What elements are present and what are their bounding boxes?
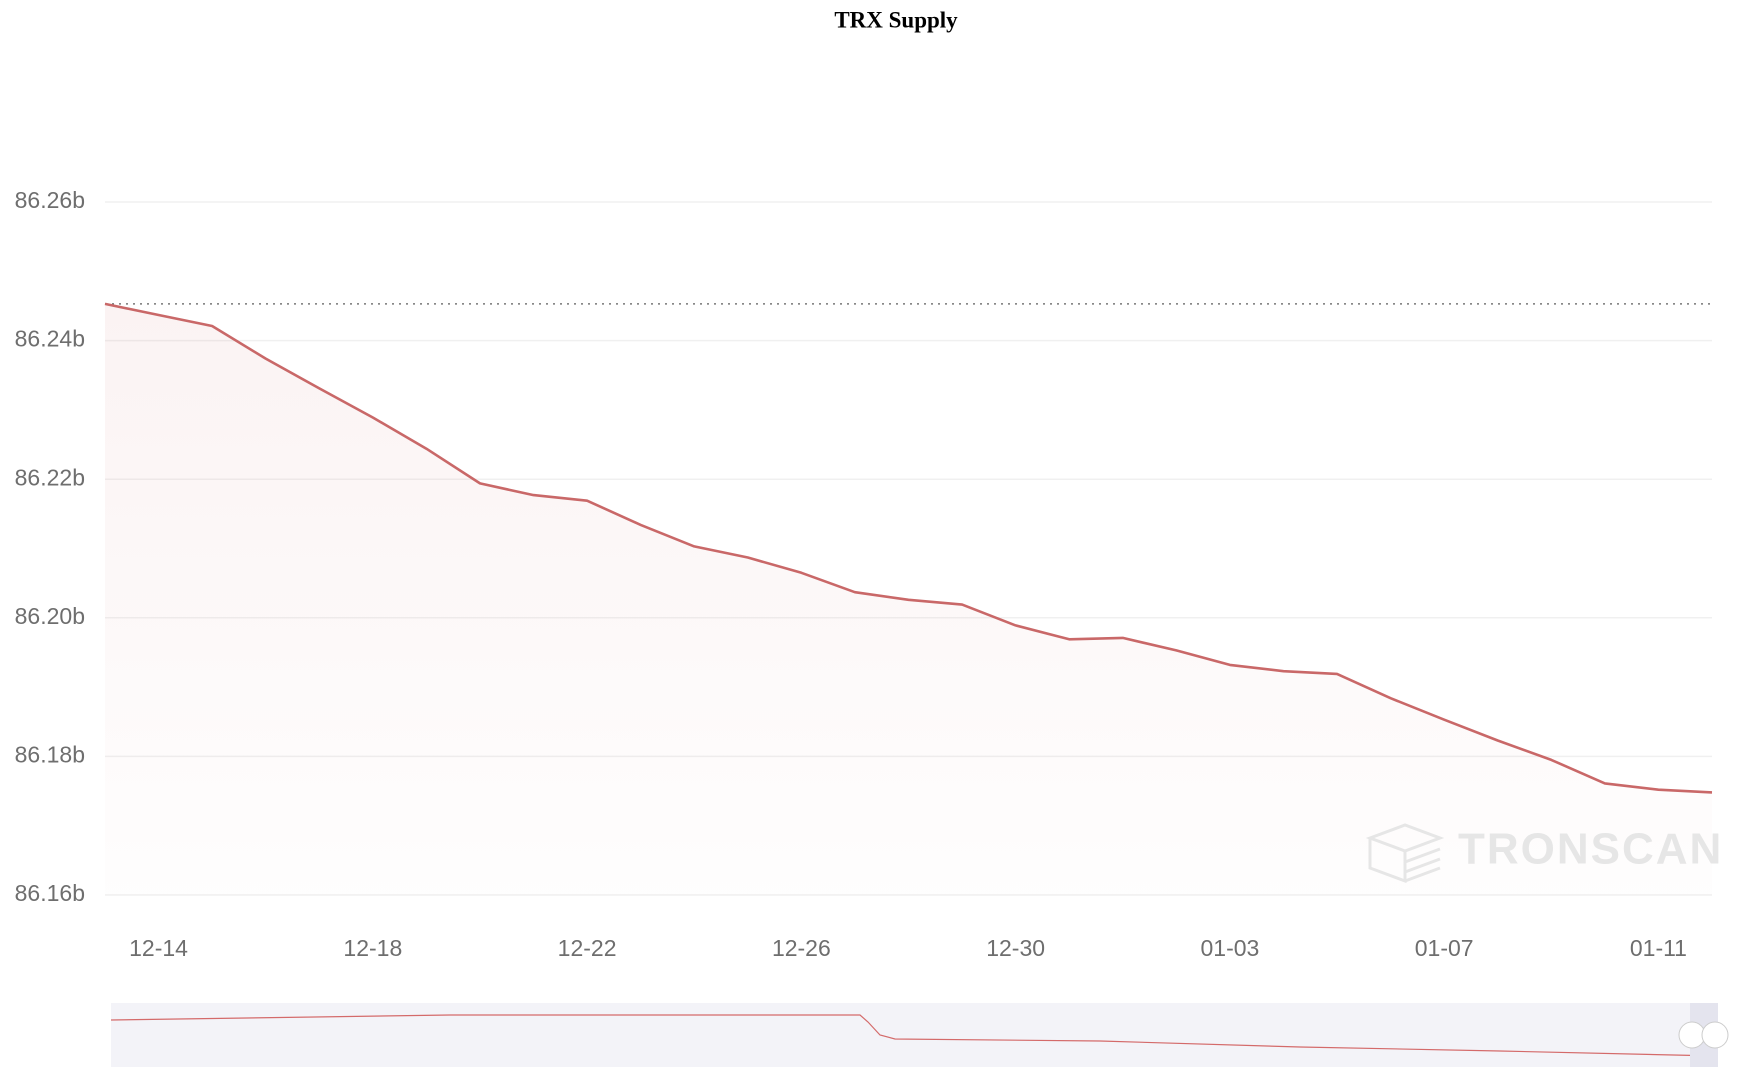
y-tick-label: 86.18b (15, 741, 85, 767)
slider-handle[interactable] (1701, 1021, 1729, 1049)
y-tick-label: 86.22b (15, 464, 85, 490)
line (104, 302, 1713, 794)
slider-preview (110, 1014, 1719, 1057)
x-tick-label: 12-18 (343, 935, 402, 961)
x-tick-label: 12-30 (986, 935, 1045, 961)
chart-title: TRX Supply (834, 7, 958, 32)
x-tick-label: 12-14 (129, 935, 188, 961)
y-tick-label: 86.26b (15, 187, 85, 213)
x-tick-label: 12-26 (772, 935, 831, 961)
data-zoom-slider[interactable] (110, 1003, 1729, 1067)
watermark-logo (1365, 823, 1445, 884)
x-tick-label: 12-22 (558, 935, 617, 961)
y-tick-label: 86.20b (15, 603, 85, 629)
area (105, 303, 1712, 895)
y-tick-label: 86.16b (15, 880, 85, 906)
x-tick-label: 01-03 (1200, 935, 1259, 961)
slider-background (111, 1003, 1718, 1067)
watermark: TRONSCAN (1458, 825, 1723, 874)
slider-handle[interactable] (1678, 1021, 1706, 1049)
x-tick-label: 01-07 (1415, 935, 1474, 961)
y-tick-label: 86.24b (15, 326, 85, 352)
x-tick-label: 01-11 (1630, 935, 1687, 961)
